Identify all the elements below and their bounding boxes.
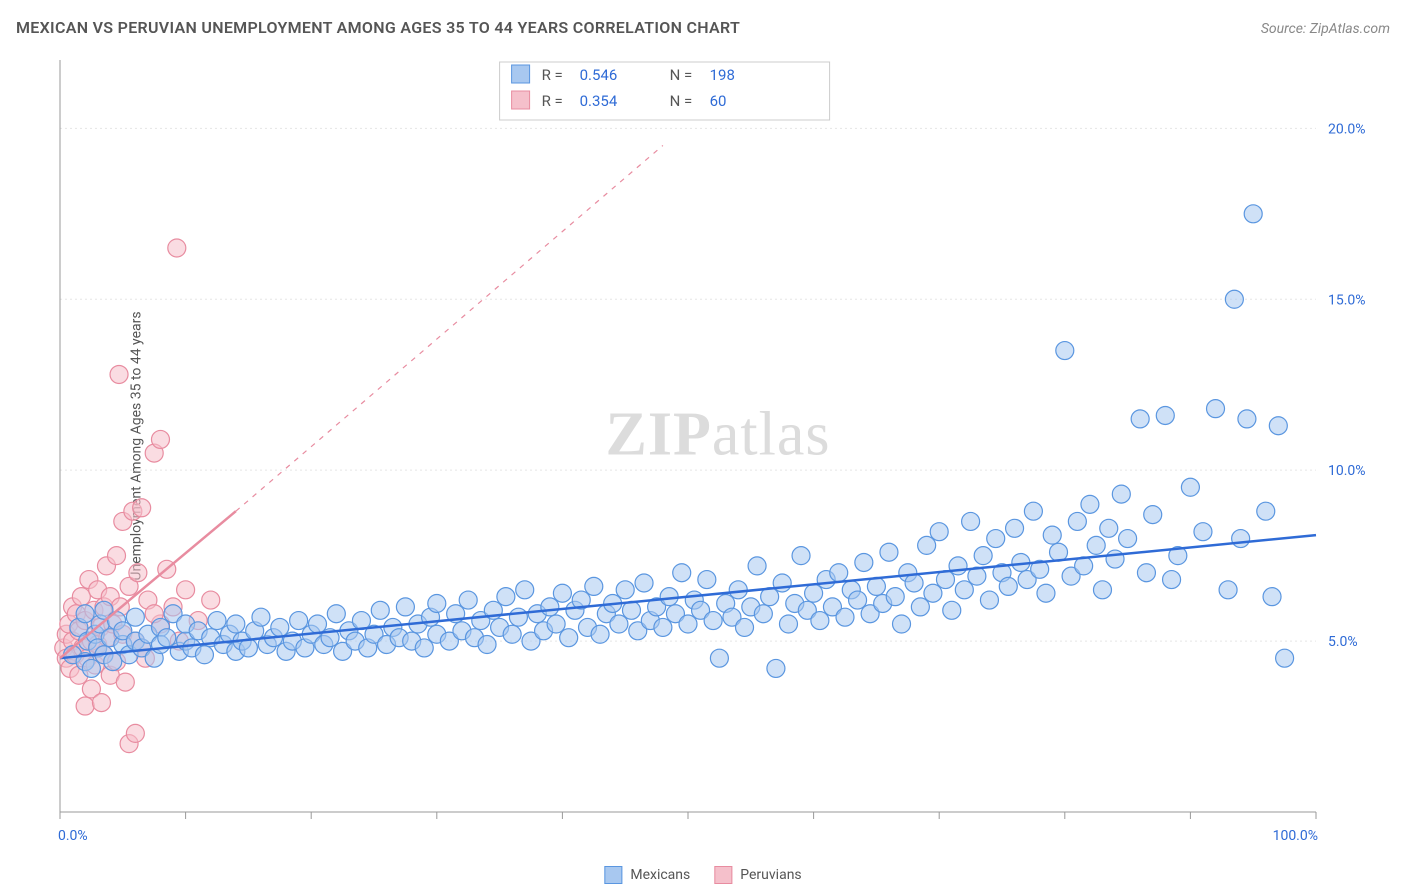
svg-text:20.0%: 20.0% [1328, 121, 1366, 137]
svg-text:60: 60 [710, 92, 727, 110]
source-attribution: Source: ZipAtlas.com [1261, 21, 1390, 37]
svg-text:5.0%: 5.0% [1328, 634, 1358, 650]
svg-text:10.0%: 10.0% [1328, 463, 1366, 479]
legend-label-peruvians: Peruvians [740, 867, 801, 883]
svg-text:R =: R = [542, 92, 563, 110]
svg-text:N =: N = [670, 92, 693, 110]
chart-header: MEXICAN VS PERUVIAN UNEMPLOYMENT AMONG A… [16, 18, 1390, 37]
svg-text:15.0%: 15.0% [1328, 292, 1366, 308]
legend-swatch-mexicans [604, 866, 622, 884]
bottom-legend: Mexicans Peruvians [604, 866, 801, 884]
svg-text:0.546: 0.546 [580, 66, 618, 84]
legend-item-mexicans: Mexicans [604, 866, 690, 884]
svg-text:100.0%: 100.0% [1273, 828, 1318, 844]
svg-text:0.0%: 0.0% [58, 828, 88, 844]
svg-text:R =: R = [542, 66, 563, 84]
legend-swatch-peruvians [714, 866, 732, 884]
scatter-plot: 5.0% 10.0% 15.0% 20.0% 0.0% 100.0% R = 0.546 N =… [50, 50, 1386, 852]
legend-label-mexicans: Mexicans [630, 867, 690, 883]
svg-text:0.354: 0.354 [580, 92, 618, 110]
legend-item-peruvians: Peruvians [714, 866, 801, 884]
svg-text:198: 198 [710, 66, 735, 84]
svg-text:N =: N = [670, 66, 693, 84]
chart-area: ZIPatlas 5.0%10.0%15.0%20.0%0.0%100.0%R … [50, 50, 1386, 852]
chart-title: MEXICAN VS PERUVIAN UNEMPLOYMENT AMONG A… [16, 18, 740, 37]
